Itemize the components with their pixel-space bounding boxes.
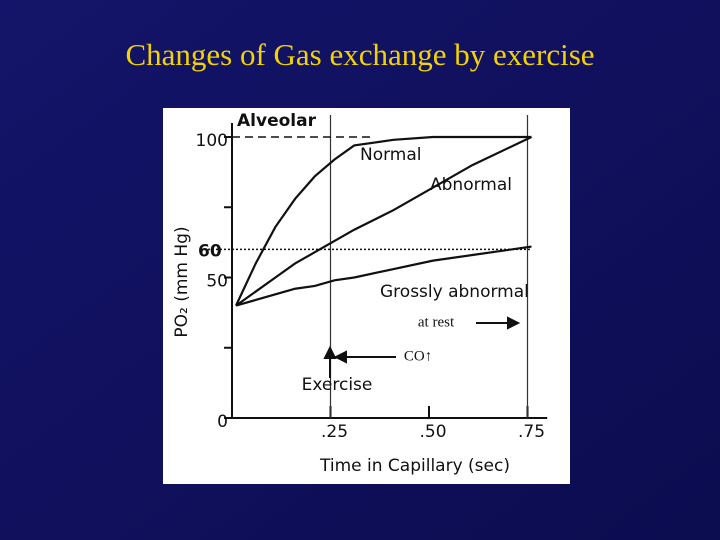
y-axis-label: PO₂ (mm Hg): [172, 226, 192, 337]
series-label: Abnormal: [430, 175, 512, 195]
series-line: [235, 135, 532, 307]
y-tick-label: 50: [206, 272, 228, 292]
annotation: CO↑: [404, 348, 432, 364]
reference-label: Alveolar: [237, 111, 317, 131]
series-label: Grossly abnormal: [380, 282, 529, 302]
y-tick-label: 0: [217, 412, 228, 432]
arrow-head: [507, 316, 521, 330]
reference-label: 60: [198, 241, 222, 261]
slide-title: Changes of Gas exchange by exercise: [125, 37, 594, 72]
chart-panel: [163, 108, 570, 484]
series-line: [235, 136, 532, 307]
x-tick-label: .50: [419, 422, 446, 442]
chart: 0 50 100 .25 .50 .75 Alveolar 60 Normal Abnormal G…: [172, 111, 548, 476]
y-tick-label: 100: [196, 131, 228, 151]
x-tick-label: .75: [518, 422, 545, 442]
series-line: [235, 245, 532, 307]
annotation: at rest: [418, 314, 455, 330]
x-axis-label: Time in Capillary (sec): [319, 456, 510, 476]
arrows: [323, 316, 521, 378]
series-label: Normal: [360, 145, 422, 165]
arrow-head: [323, 345, 337, 359]
x-tick-label: .25: [321, 422, 348, 442]
arrow-head: [333, 350, 347, 364]
annotation: Exercise: [302, 375, 373, 395]
